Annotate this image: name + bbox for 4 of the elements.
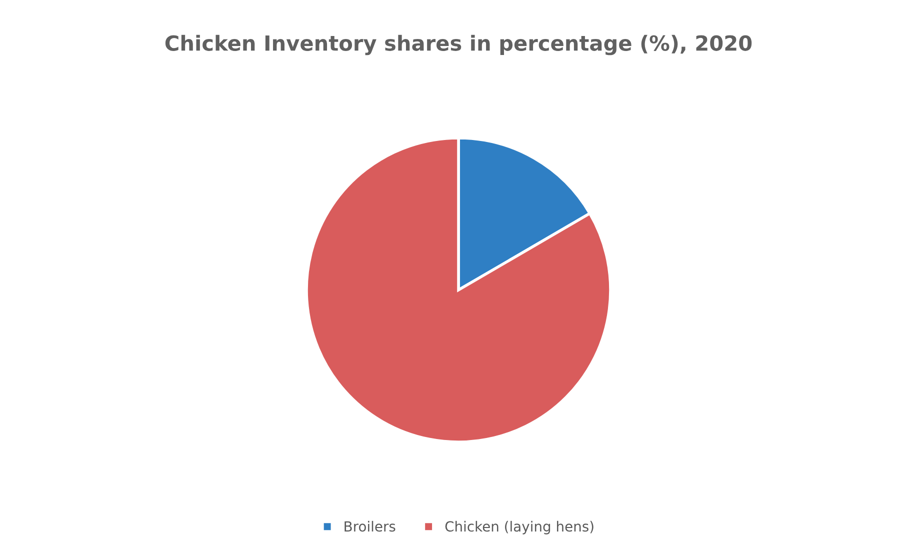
legend-label: Chicken (laying hens)	[445, 520, 594, 534]
chart-title: Chicken Inventory shares in percentage (%), 2020	[165, 34, 752, 56]
legend-label: Broilers	[344, 520, 396, 532]
pie-slice	[305, 136, 612, 444]
